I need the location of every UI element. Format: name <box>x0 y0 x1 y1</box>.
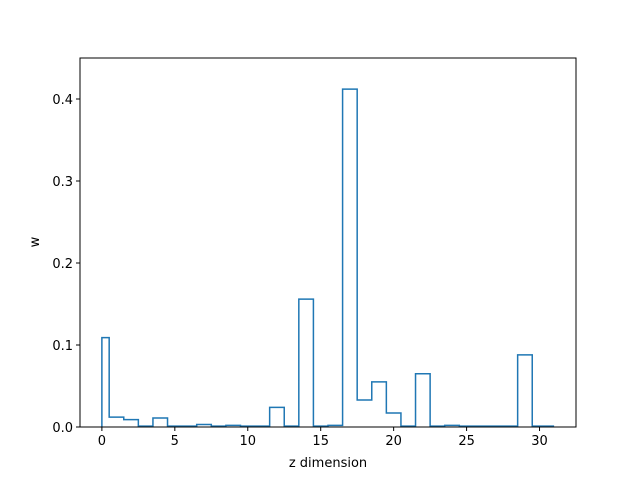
x-tick-label: 0 <box>98 434 106 449</box>
y-tick-label: 0.2 <box>52 257 73 272</box>
y-axis-label: w <box>28 236 43 247</box>
y-tick-label: 0.3 <box>52 175 73 190</box>
plot-frame <box>79 57 577 428</box>
x-tick-label: 25 <box>458 434 475 449</box>
x-tick-label: 10 <box>239 434 256 449</box>
y-tick-label: 0.0 <box>52 421 73 436</box>
x-tick-label: 5 <box>171 434 179 449</box>
y-tick-label: 0.1 <box>52 339 73 354</box>
series-group <box>101 88 555 427</box>
x-tick-label: 15 <box>312 434 329 449</box>
plot-background <box>80 58 576 427</box>
y-tick-label: 0.4 <box>52 93 73 108</box>
x-tick-label: 20 <box>385 434 402 449</box>
y-axis-ticks: 0.0 0.1 0.2 0.3 0.4 <box>52 93 80 436</box>
series-step-line <box>101 88 555 427</box>
x-axis-label: z dimension <box>289 456 367 471</box>
x-axis-ticks: 0 5 10 15 20 25 30 <box>98 427 548 449</box>
x-tick-label: 30 <box>531 434 548 449</box>
